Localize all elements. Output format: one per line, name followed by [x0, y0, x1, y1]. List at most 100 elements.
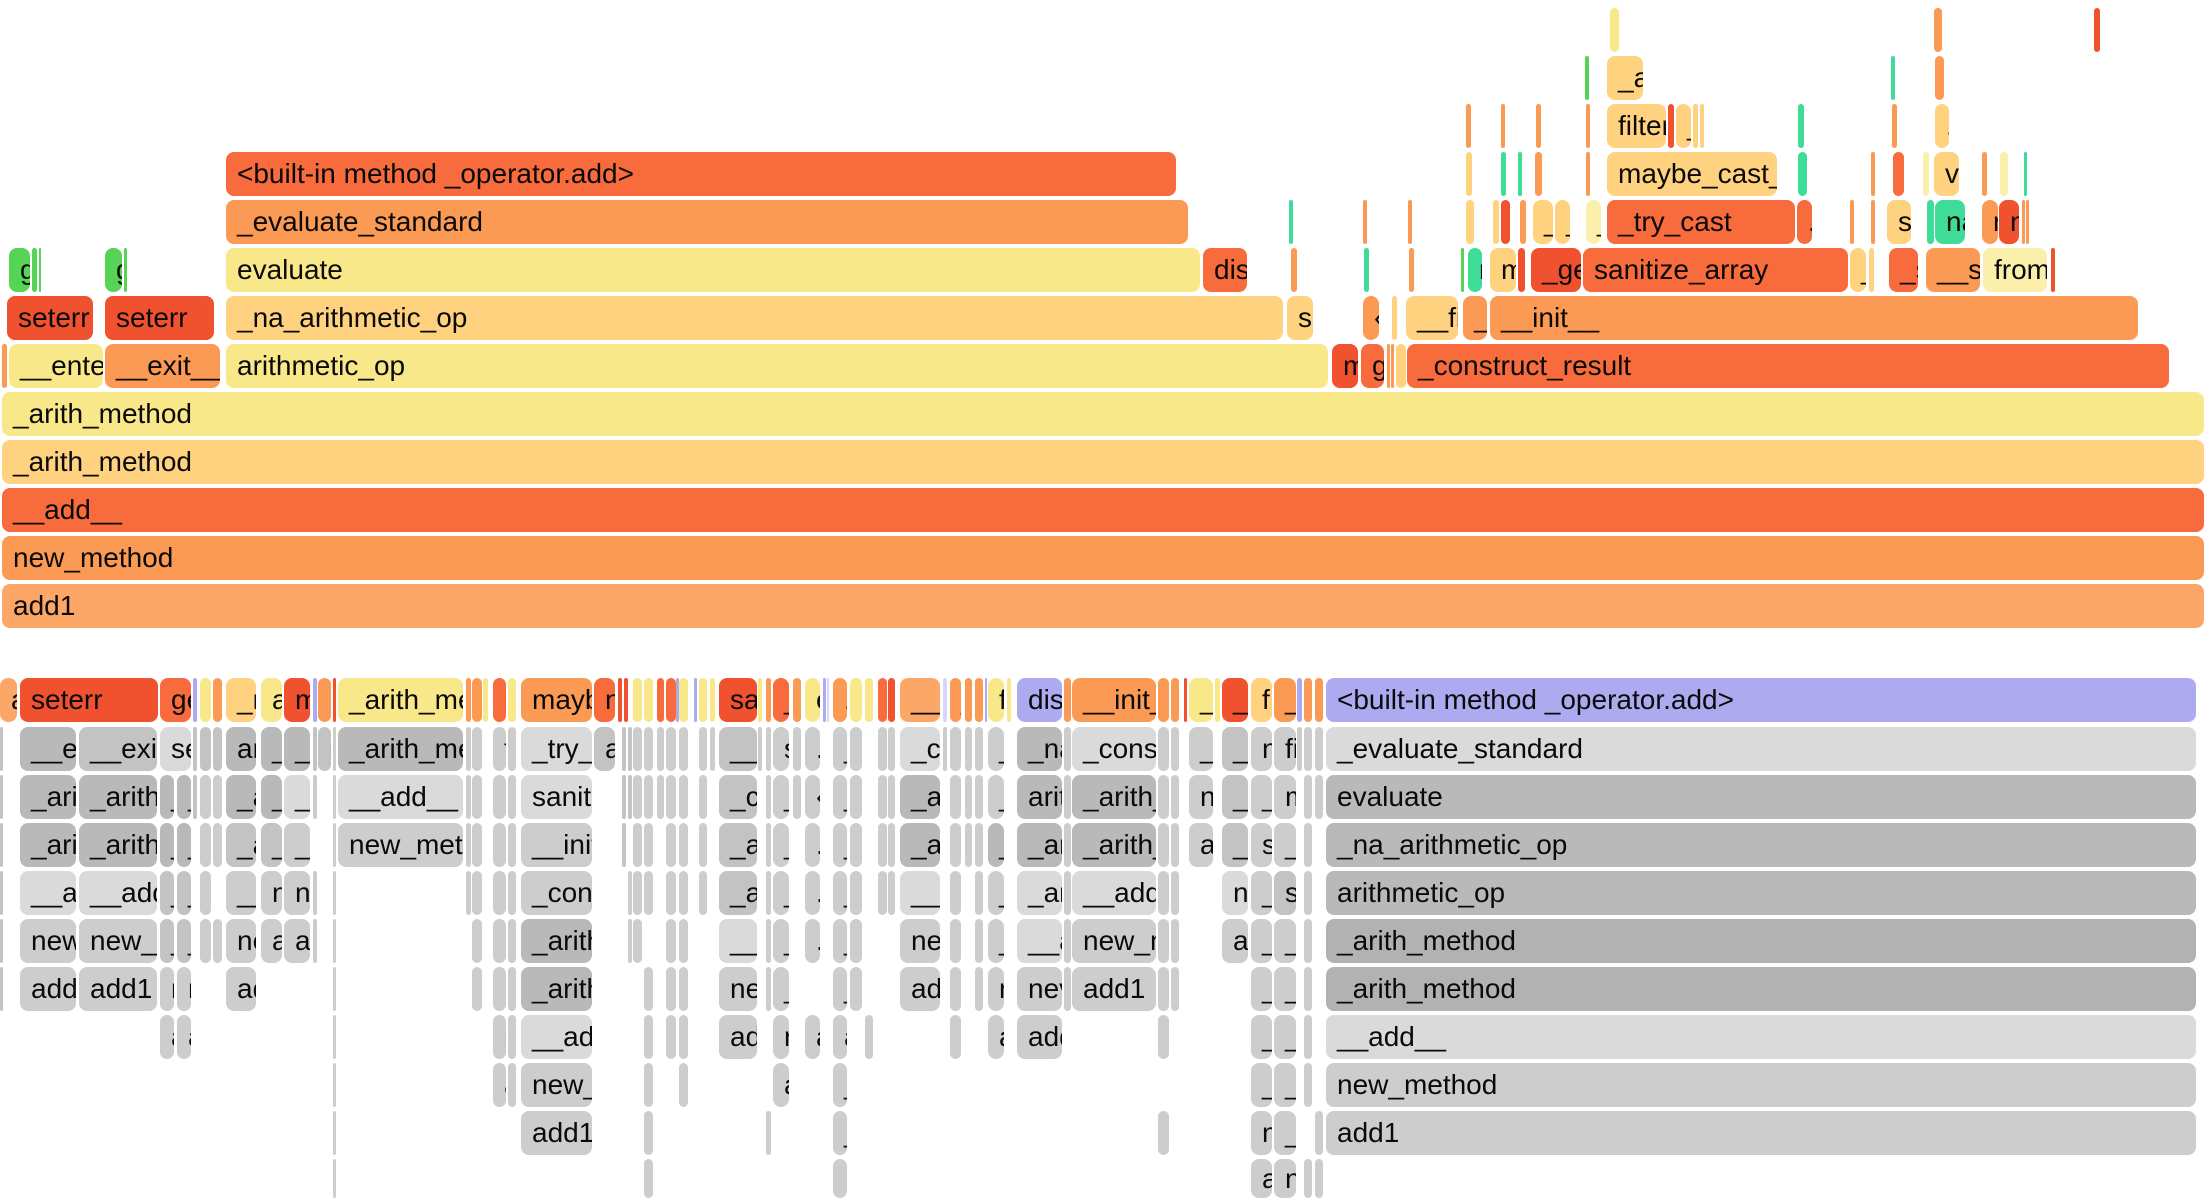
- flame-frame[interactable]: ne: [284, 871, 310, 915]
- flame-frame[interactable]: .: [850, 871, 862, 915]
- flame-frame[interactable]: [472, 727, 482, 771]
- flame-frame[interactable]: [1501, 200, 1510, 244]
- flame-frame[interactable]: [975, 727, 983, 771]
- flame-frame[interactable]: _c: [719, 775, 757, 819]
- flame-frame[interactable]: [1387, 344, 1390, 388]
- flame-frame[interactable]: [333, 919, 336, 963]
- flame-frame[interactable]: __init: [521, 823, 592, 867]
- flame-frame[interactable]: new_method: [1326, 1063, 2196, 1107]
- flame-frame[interactable]: ne: [719, 967, 757, 1011]
- flame-frame[interactable]: [1869, 248, 1874, 292]
- flame-frame[interactable]: [1871, 200, 1875, 244]
- flame-frame[interactable]: [1408, 200, 1412, 244]
- flame-frame[interactable]: [483, 678, 488, 722]
- flame-frame[interactable]: _evaluate_standard: [1326, 727, 2196, 771]
- flame-frame[interactable]: .: [508, 919, 516, 963]
- flame-frame[interactable]: .: [1158, 919, 1169, 963]
- flame-frame[interactable]: [0, 871, 3, 915]
- flame-frame[interactable]: _n: [226, 678, 256, 722]
- flame-frame[interactable]: [758, 678, 762, 722]
- flame-frame[interactable]: [193, 678, 197, 722]
- flame-frame[interactable]: [1297, 678, 1302, 722]
- flame-frame[interactable]: .: [493, 823, 506, 867]
- flame-frame[interactable]: _: [833, 823, 847, 867]
- flame-frame[interactable]: [1693, 104, 1698, 148]
- flame-frame[interactable]: .: [805, 919, 820, 963]
- flame-frame[interactable]: a: [213, 919, 222, 963]
- flame-frame[interactable]: [1871, 152, 1875, 196]
- flame-frame[interactable]: _: [833, 967, 847, 1011]
- flame-frame[interactable]: .: [850, 727, 862, 771]
- flame-frame[interactable]: [1171, 678, 1179, 722]
- flame-frame[interactable]: _: [679, 871, 688, 915]
- flame-frame[interactable]: _: [508, 775, 516, 819]
- flame-frame[interactable]: a: [666, 1015, 676, 1059]
- flame-frame[interactable]: [313, 919, 317, 963]
- flame-frame[interactable]: _arith_method: [1326, 919, 2196, 963]
- flame-frame[interactable]: [865, 1015, 873, 1059]
- flame-frame[interactable]: new_: [20, 919, 76, 963]
- flame-frame[interactable]: .: [633, 871, 642, 915]
- flame-frame[interactable]: [865, 678, 873, 722]
- flame-frame[interactable]: [333, 1159, 336, 1198]
- flame-frame[interactable]: .: [666, 919, 676, 963]
- flame-frame[interactable]: _: [679, 727, 688, 771]
- flame-frame[interactable]: _ar: [1017, 823, 1062, 867]
- flame-frame[interactable]: __exit: [79, 727, 157, 771]
- flame-frame[interactable]: _arith: [521, 919, 592, 963]
- flame-frame[interactable]: [1304, 727, 1312, 771]
- flame-frame[interactable]: n: [1251, 1111, 1272, 1155]
- flame-frame[interactable]: _: [1251, 1015, 1272, 1059]
- flame-frame[interactable]: .: [666, 775, 676, 819]
- flame-frame[interactable]: [333, 967, 336, 1011]
- flame-frame[interactable]: [1466, 152, 1472, 196]
- flame-frame[interactable]: [975, 967, 983, 1011]
- flame-frame[interactable]: add1: [79, 967, 157, 1011]
- flame-frame[interactable]: _co: [900, 727, 940, 771]
- flame-frame[interactable]: [1493, 200, 1499, 244]
- flame-frame[interactable]: r: [1315, 1111, 1323, 1155]
- flame-frame[interactable]: r: [493, 1015, 506, 1059]
- flame-frame[interactable]: [622, 823, 626, 867]
- flame-frame[interactable]: [644, 1111, 653, 1155]
- flame-frame[interactable]: [1315, 678, 1323, 722]
- flame-frame[interactable]: _arith_: [1072, 775, 1156, 819]
- flame-frame[interactable]: __add_: [1072, 871, 1156, 915]
- flame-frame[interactable]: _ar: [1017, 871, 1062, 915]
- flame-frame[interactable]: _na: [1017, 727, 1062, 771]
- flame-frame[interactable]: [1363, 200, 1367, 244]
- flame-frame[interactable]: [2022, 200, 2025, 244]
- flame-frame[interactable]: a: [1251, 1159, 1272, 1198]
- flame-frame[interactable]: r: [493, 678, 506, 722]
- flame-frame[interactable]: [644, 1015, 653, 1059]
- flame-frame[interactable]: .: [508, 1015, 516, 1059]
- flame-frame[interactable]: m: [284, 678, 310, 722]
- flame-frame[interactable]: _a: [284, 775, 310, 819]
- flame-frame[interactable]: [333, 1111, 336, 1155]
- flame-frame[interactable]: [1982, 152, 1987, 196]
- flame-frame[interactable]: [1891, 56, 1895, 100]
- flame-frame[interactable]: se: [160, 727, 191, 771]
- flame-frame[interactable]: add1: [2, 584, 2204, 628]
- flame-frame[interactable]: [823, 678, 826, 722]
- flame-frame[interactable]: _: [1189, 727, 1213, 771]
- flame-frame[interactable]: new_m: [1072, 919, 1156, 963]
- flame-frame[interactable]: [1518, 152, 1522, 196]
- flame-frame[interactable]: [827, 678, 829, 722]
- flame-frame[interactable]: i: [965, 678, 972, 722]
- flame-frame[interactable]: _a: [1222, 727, 1248, 771]
- flame-frame[interactable]: .: [666, 967, 676, 1011]
- flame-frame[interactable]: [2000, 152, 2008, 196]
- flame-frame[interactable]: ad: [226, 967, 256, 1011]
- flame-frame[interactable]: [888, 727, 895, 771]
- flame-frame[interactable]: [943, 727, 947, 771]
- flame-frame[interactable]: [878, 678, 887, 722]
- flame-frame[interactable]: [622, 727, 626, 771]
- flame-frame[interactable]: [1501, 152, 1506, 196]
- flame-frame[interactable]: [1409, 248, 1414, 292]
- flame-frame[interactable]: _: [773, 823, 789, 867]
- flame-frame[interactable]: [699, 871, 707, 915]
- flame-frame[interactable]: [975, 823, 983, 867]
- flame-frame[interactable]: [878, 775, 887, 819]
- flame-frame[interactable]: __add__: [338, 775, 463, 819]
